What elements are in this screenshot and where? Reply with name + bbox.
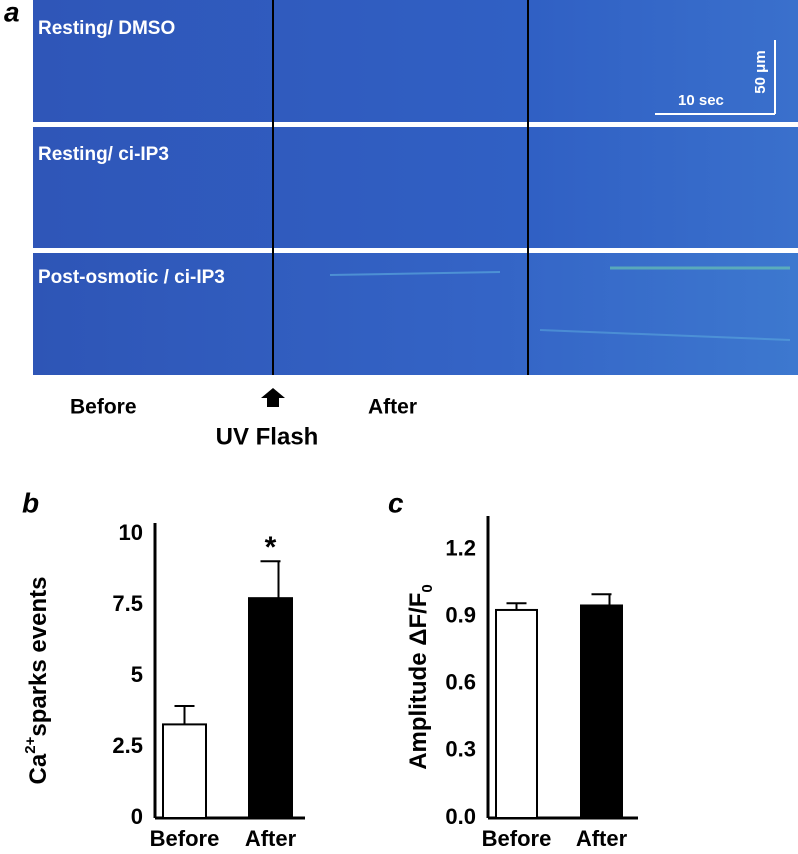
- y-axis-label: Amplitude ΔF/F0: [405, 584, 436, 770]
- y-tick-label: 2.5: [112, 733, 143, 758]
- after-label: After: [368, 396, 417, 419]
- flash-arrow: [261, 388, 285, 407]
- row-label: Resting/ DMSO: [38, 18, 175, 39]
- row-label: Post-osmotic / ci-IP3: [38, 267, 225, 288]
- significance: *: [265, 531, 277, 564]
- y-tick-label: 7.5: [112, 591, 143, 616]
- bar: [495, 608, 538, 820]
- y-tick-label: 0.9: [445, 602, 476, 627]
- y-tick-label: 0: [131, 804, 143, 829]
- y-tick-label: 0.6: [445, 670, 476, 695]
- row-label: Resting/ ci-IP3: [38, 144, 169, 165]
- panel-label: a: [4, 0, 20, 27]
- y-tick-label: 1.2: [445, 535, 476, 560]
- spark-streak: [329, 271, 501, 276]
- y-axis-label: Ca2+sparks events: [22, 577, 52, 785]
- x-tick-label: After: [576, 826, 628, 851]
- y-axis-label-part: 0: [419, 584, 436, 592]
- linescan-image: [33, 127, 798, 248]
- y-axis-label-part: 2+: [22, 736, 39, 753]
- y-axis-label-part: Ca: [25, 753, 52, 784]
- bar: [580, 604, 623, 820]
- panel-label: b: [22, 487, 39, 518]
- bar: [248, 597, 293, 819]
- scale-label: 10 sec: [678, 92, 724, 109]
- x-tick-label: Before: [482, 826, 552, 851]
- x-tick-label: After: [245, 826, 297, 851]
- spark-streak: [539, 329, 791, 341]
- y-axis-label-part: Amplitude ΔF/F: [405, 593, 432, 770]
- bar: [162, 723, 207, 819]
- y-tick-label: 5: [131, 662, 143, 687]
- before-label: Before: [70, 396, 137, 419]
- x-tick-label: Before: [150, 826, 220, 851]
- y-tick-label: 0.0: [445, 804, 476, 829]
- panel-label: c: [388, 487, 404, 518]
- y-tick-label: 0.3: [445, 737, 476, 762]
- flash-label: UV Flash: [216, 423, 319, 450]
- linescan-image: [33, 0, 798, 122]
- y-axis-label-part: sparks events: [25, 577, 52, 737]
- scale-label: 50 μm: [752, 50, 769, 93]
- y-tick-label: 10: [119, 520, 143, 545]
